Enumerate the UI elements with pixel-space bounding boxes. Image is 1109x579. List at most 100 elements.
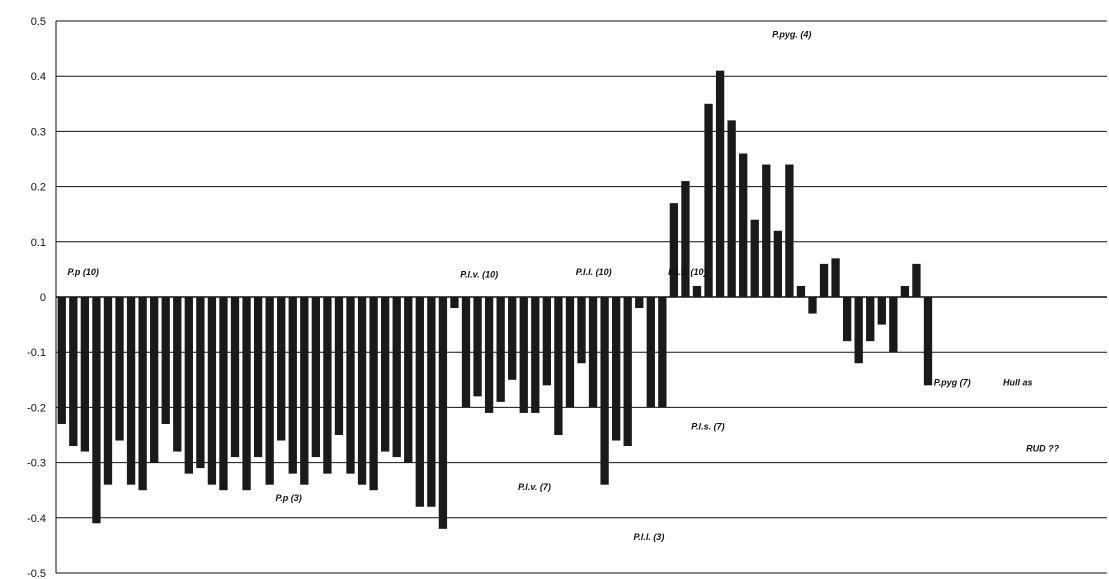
bar bbox=[854, 297, 863, 364]
bar bbox=[508, 297, 517, 380]
bar bbox=[161, 297, 170, 424]
y-tick-label: 0 bbox=[40, 292, 46, 304]
bar bbox=[427, 297, 436, 507]
bar bbox=[819, 263, 829, 297]
bar bbox=[381, 297, 390, 452]
bars bbox=[57, 70, 933, 529]
bar bbox=[126, 297, 136, 485]
bar bbox=[889, 297, 898, 353]
bar bbox=[207, 297, 217, 485]
bar bbox=[565, 297, 575, 408]
bar bbox=[496, 297, 505, 402]
y-tick-label: -0.3 bbox=[27, 458, 46, 470]
bar bbox=[219, 297, 228, 491]
group-label: P.l.s. (10) bbox=[668, 267, 706, 277]
bar bbox=[138, 297, 147, 491]
bar bbox=[357, 297, 367, 485]
group-label: Hull as bbox=[1003, 377, 1033, 387]
bar bbox=[450, 297, 459, 309]
bar bbox=[473, 297, 482, 397]
bar bbox=[681, 181, 690, 297]
group-label: P.pyg (7) bbox=[934, 377, 971, 387]
bar bbox=[300, 297, 309, 485]
bar bbox=[311, 297, 321, 458]
y-tick-label: 0.5 bbox=[31, 16, 46, 28]
bar bbox=[173, 297, 182, 452]
y-tick-label: -0.5 bbox=[27, 568, 46, 579]
y-tick-label: -0.4 bbox=[27, 513, 46, 525]
bar bbox=[611, 297, 621, 441]
bar bbox=[646, 297, 655, 408]
bar bbox=[808, 297, 817, 314]
bar bbox=[831, 258, 840, 297]
bar bbox=[900, 285, 910, 297]
bar bbox=[277, 297, 286, 441]
bar bbox=[392, 297, 401, 458]
bar bbox=[554, 297, 563, 435]
bar bbox=[912, 263, 921, 297]
bar bbox=[288, 297, 297, 474]
y-tick-label: 0.2 bbox=[31, 182, 46, 194]
group-label: P.pyg. (4) bbox=[772, 30, 811, 40]
bar bbox=[369, 297, 378, 491]
bar bbox=[739, 153, 748, 297]
bar bbox=[588, 297, 598, 408]
bar bbox=[323, 297, 332, 474]
group-label: P.l.v. (7) bbox=[518, 482, 551, 492]
bar bbox=[773, 230, 782, 297]
bar bbox=[265, 297, 274, 485]
bar bbox=[704, 103, 713, 297]
y-tick-label: 0.4 bbox=[31, 71, 46, 83]
bar bbox=[184, 297, 193, 474]
bar bbox=[623, 297, 632, 447]
y-axis-tick-labels: 0.5 0.4 0.3 0.2 0.1 0 -0.1 -0.2 -0.3 -0.4 -0.5 bbox=[27, 16, 46, 579]
bar bbox=[57, 297, 66, 424]
bar bbox=[519, 297, 528, 413]
y-tick-label: -0.2 bbox=[27, 402, 46, 414]
bar bbox=[92, 297, 101, 524]
bar bbox=[484, 297, 494, 413]
bar bbox=[669, 203, 679, 297]
bar bbox=[242, 297, 251, 491]
bar bbox=[253, 297, 263, 458]
bar bbox=[715, 70, 725, 298]
bar bbox=[877, 297, 886, 325]
bar bbox=[230, 297, 240, 458]
group-label: P.p (10) bbox=[68, 267, 99, 277]
y-tick-label: 0.1 bbox=[31, 237, 46, 249]
group-label: P.l.s. (7) bbox=[691, 421, 724, 431]
bar bbox=[461, 297, 471, 408]
group-label: RUD ?? bbox=[1026, 444, 1059, 454]
bar bbox=[658, 297, 667, 408]
bar bbox=[750, 219, 759, 297]
bar bbox=[80, 297, 90, 452]
group-labels: P.p (10) P.p (3) P.l.v. (10) P.l.v. (7) P.l.… bbox=[68, 30, 1060, 542]
bar bbox=[196, 297, 205, 469]
bar bbox=[577, 297, 586, 364]
bar bbox=[346, 297, 355, 474]
bar bbox=[115, 297, 124, 441]
bar bbox=[866, 297, 875, 342]
bar bbox=[438, 297, 448, 529]
bar bbox=[796, 285, 806, 297]
bar bbox=[404, 297, 413, 463]
y-tick-label: 0.3 bbox=[31, 126, 46, 138]
bar bbox=[785, 164, 794, 297]
bar bbox=[334, 297, 344, 435]
bar bbox=[692, 285, 702, 297]
bar bbox=[600, 297, 609, 485]
bar bbox=[69, 297, 78, 447]
group-label: P.l.l. (3) bbox=[633, 532, 664, 542]
bar bbox=[762, 164, 771, 297]
bar bbox=[415, 297, 424, 507]
group-label: P.l.v. (10) bbox=[460, 270, 498, 280]
bar bbox=[635, 297, 644, 309]
bar bbox=[923, 297, 933, 386]
group-label: P.l.l. (10) bbox=[576, 267, 612, 277]
y-tick-label: -0.1 bbox=[27, 347, 46, 359]
bar bbox=[842, 297, 852, 342]
bar bbox=[542, 297, 552, 386]
bar bbox=[103, 297, 113, 485]
bar bbox=[150, 297, 159, 463]
